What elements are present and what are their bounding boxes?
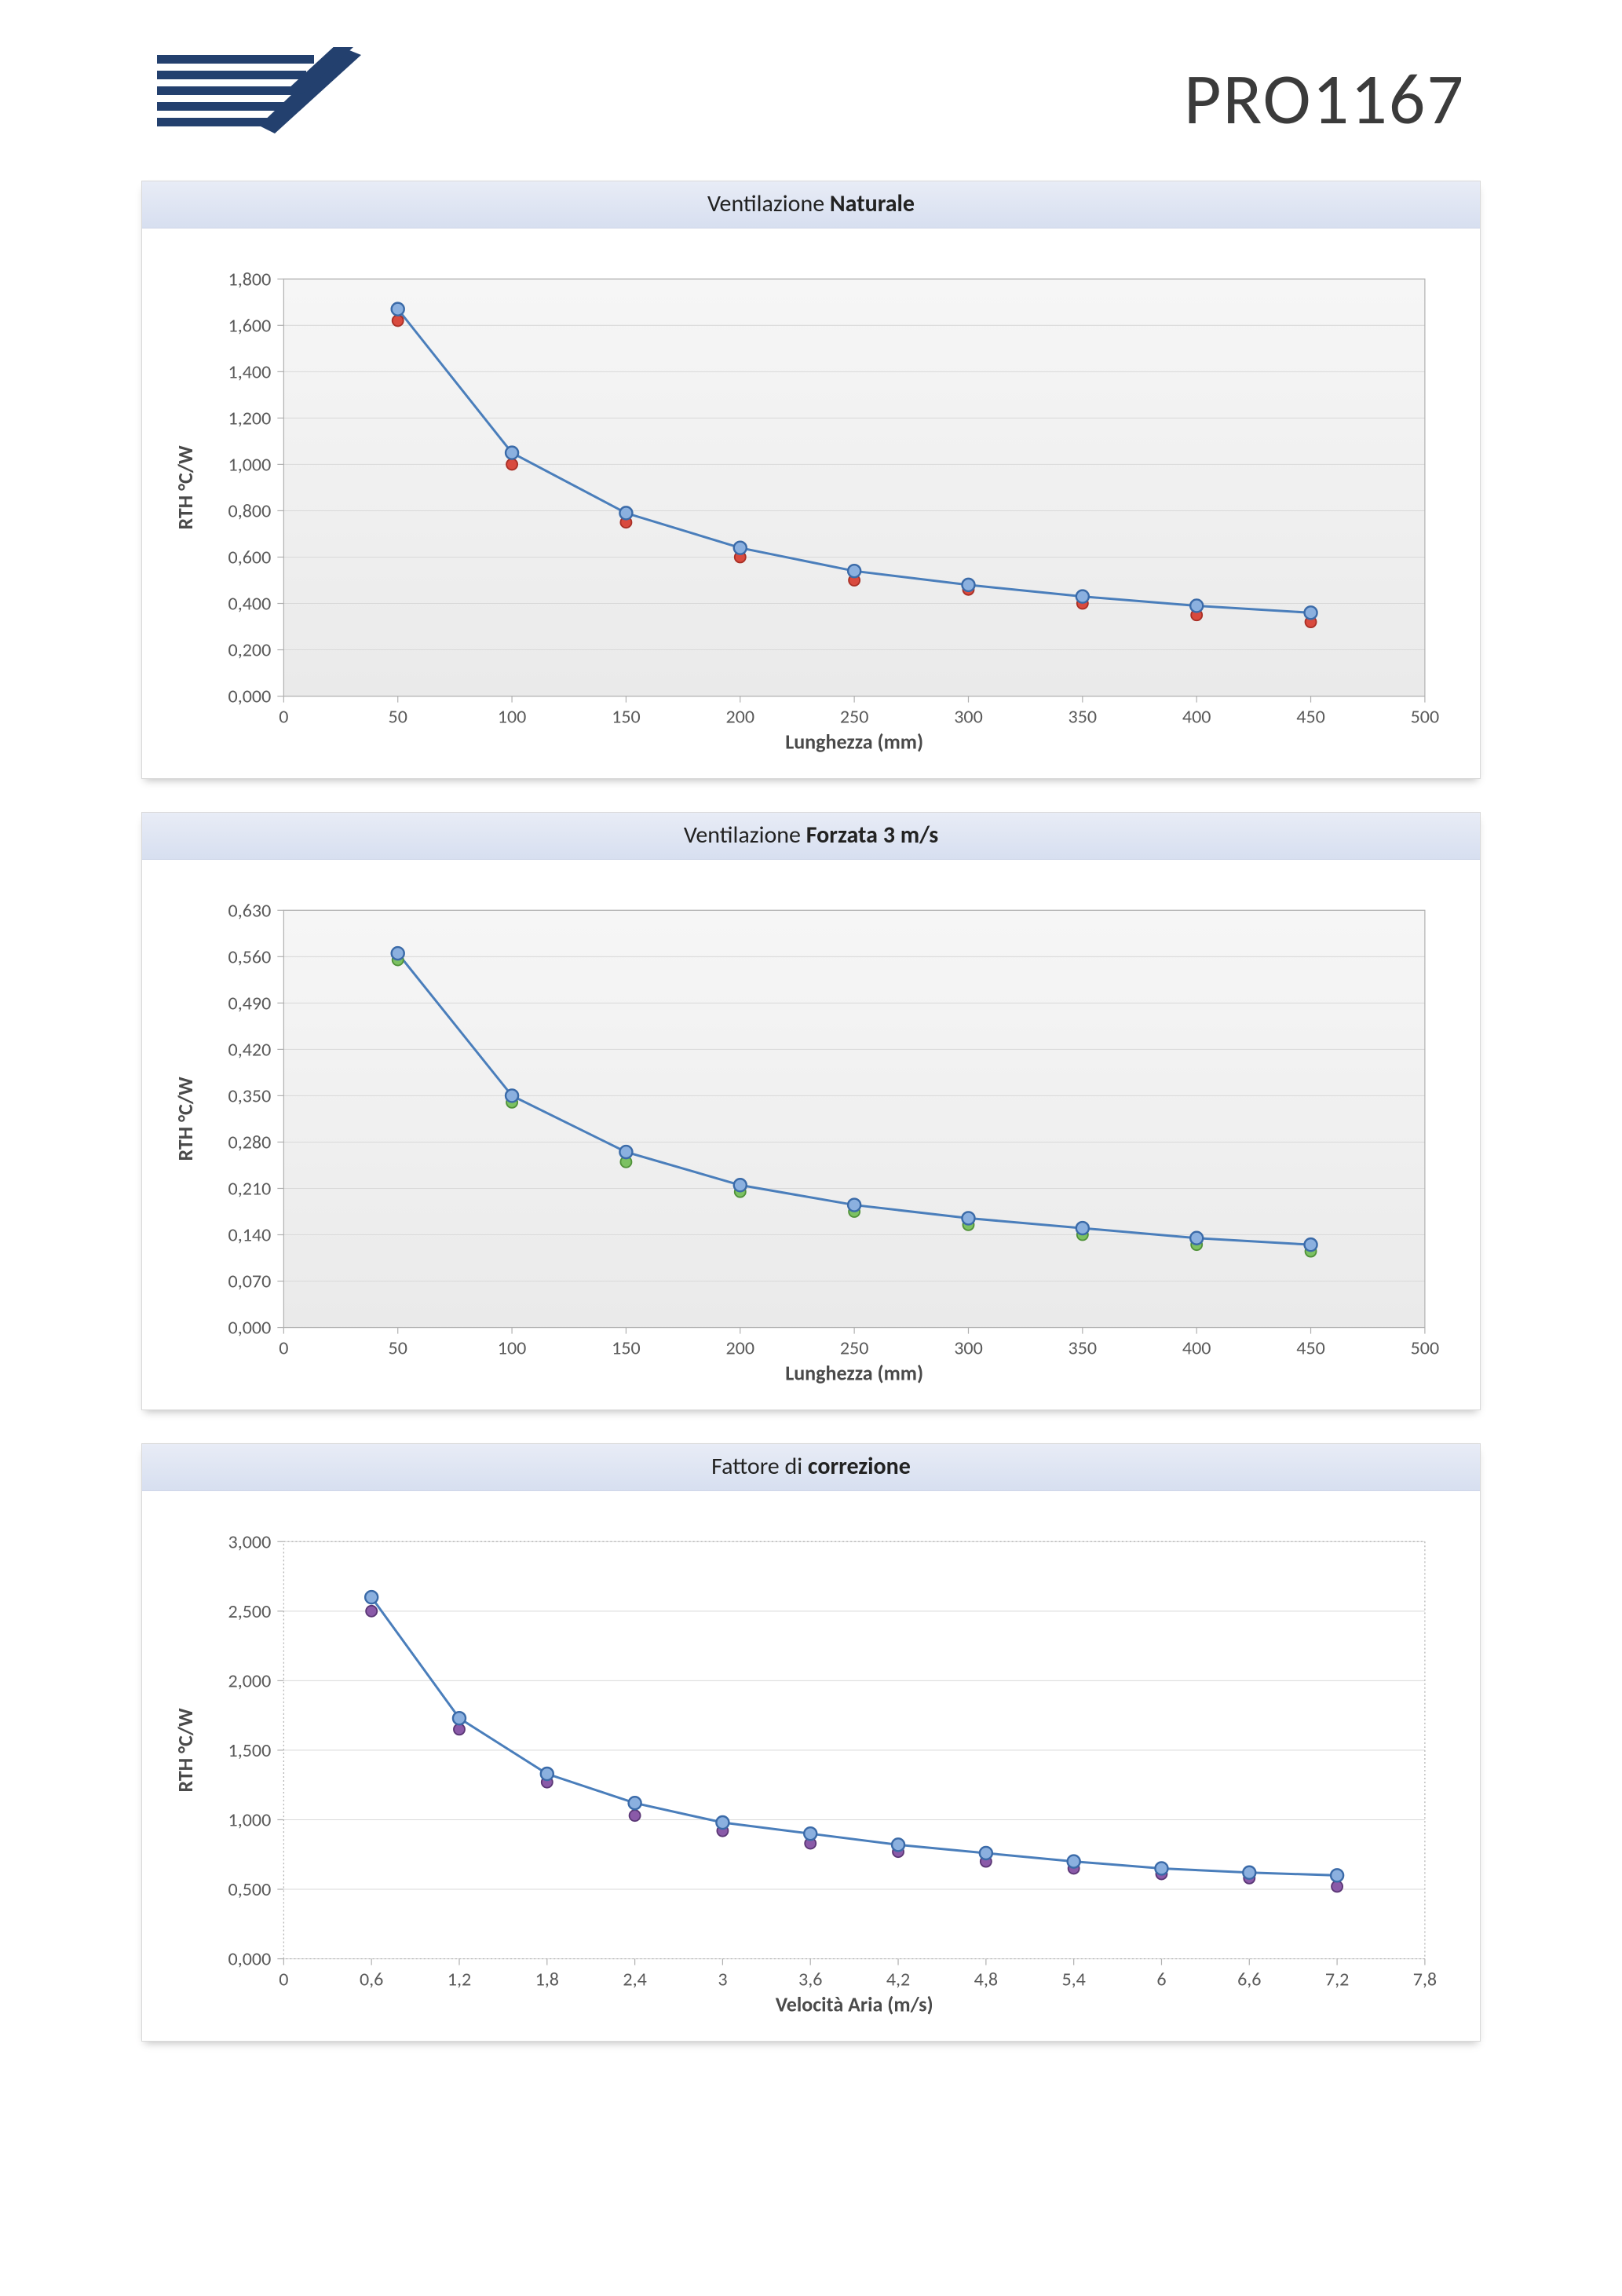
svg-text:RTH °C/W: RTH °C/W	[173, 1708, 198, 1793]
svg-text:2,4: 2,4	[623, 1969, 646, 1991]
svg-text:1,500: 1,500	[228, 1739, 272, 1762]
svg-text:400: 400	[1182, 706, 1211, 729]
svg-text:0,210: 0,210	[228, 1177, 272, 1200]
svg-text:4,8: 4,8	[974, 1969, 998, 1991]
svg-text:2,500: 2,500	[228, 1600, 272, 1623]
chart-svg: 0 0,6 1,2 1,8 2,4 3 3,6 4,2 4,8 5,4 6 6,6 7,2 7,8 0,00…	[166, 1515, 1456, 2033]
svg-text:450: 450	[1296, 706, 1325, 729]
svg-text:250: 250	[840, 1337, 869, 1360]
svg-text:1,800: 1,800	[228, 268, 272, 291]
chart-svg: 0 50 100 150 200 250 300 350 400 450 500 0,000 0,070…	[166, 883, 1456, 1402]
svg-text:450: 450	[1296, 1337, 1325, 1360]
svg-text:3,6: 3,6	[798, 1969, 822, 1991]
chart-area: TRE-S SRL DISSIPATORI DI CALORE SISTEMI …	[142, 860, 1480, 1409]
svg-text:5,4: 5,4	[1061, 1969, 1085, 1991]
svg-text:0,800: 0,800	[228, 499, 272, 522]
svg-text:0,600: 0,600	[228, 546, 272, 569]
page-title: PRO1167	[1184, 54, 1465, 143]
svg-text:350: 350	[1069, 1337, 1098, 1360]
svg-text:Lunghezza (mm): Lunghezza (mm)	[785, 729, 923, 755]
svg-text:6,6: 6,6	[1237, 1969, 1261, 1991]
svg-text:0,200: 0,200	[228, 639, 272, 662]
svg-text:1,200: 1,200	[228, 407, 272, 430]
svg-text:1,2: 1,2	[448, 1969, 471, 1991]
chart-area: TRE-S SRL DISSIPATORI DI CALORE SISTEMI …	[142, 1491, 1480, 2041]
svg-text:200: 200	[725, 706, 754, 729]
chart-panel: Fattore di correzione TRE-S SRL DISSIPAT…	[141, 1443, 1481, 2042]
svg-text:0,350: 0,350	[228, 1084, 272, 1107]
chart-area: TRE-S SRL DISSIPATORI DI CALORE SISTEMI …	[142, 229, 1480, 778]
svg-text:50: 50	[389, 706, 407, 729]
svg-text:350: 350	[1069, 706, 1098, 729]
svg-text:0,280: 0,280	[228, 1131, 272, 1153]
svg-text:0,490: 0,490	[228, 992, 272, 1015]
chart-title: Ventilazione Forzata 3 m/s	[142, 812, 1480, 860]
svg-text:500: 500	[1411, 706, 1440, 729]
svg-text:1,8: 1,8	[535, 1969, 559, 1991]
svg-text:7,2: 7,2	[1325, 1969, 1349, 1991]
svg-text:1,600: 1,600	[228, 314, 272, 337]
svg-text:0,420: 0,420	[228, 1038, 272, 1061]
svg-text:100: 100	[498, 1337, 527, 1360]
svg-text:0,630: 0,630	[228, 899, 272, 922]
svg-text:RTH °C/W: RTH °C/W	[173, 1077, 198, 1161]
svg-text:0,140: 0,140	[228, 1224, 272, 1247]
chart-title: Ventilazione Naturale	[142, 181, 1480, 229]
svg-text:0,560: 0,560	[228, 945, 272, 968]
svg-text:0,500: 0,500	[228, 1878, 272, 1901]
svg-text:3: 3	[718, 1969, 727, 1991]
svg-text:0,070: 0,070	[228, 1270, 272, 1293]
svg-text:6: 6	[1156, 1969, 1166, 1991]
svg-text:0,000: 0,000	[228, 1317, 272, 1340]
svg-text:400: 400	[1182, 1337, 1211, 1360]
page-header: PRO1167	[141, 47, 1481, 149]
svg-text:300: 300	[954, 1337, 983, 1360]
svg-text:300: 300	[954, 706, 983, 729]
svg-text:0: 0	[279, 706, 288, 729]
svg-text:0: 0	[279, 1969, 288, 1991]
chart-svg: 0 50 100 150 200 250 300 350 400 450 500 0,000 0,200…	[166, 252, 1456, 770]
svg-text:150: 150	[612, 1337, 641, 1360]
svg-text:0,6: 0,6	[360, 1969, 383, 1991]
svg-text:150: 150	[612, 706, 641, 729]
company-logo	[157, 47, 361, 149]
svg-text:0: 0	[279, 1337, 288, 1360]
svg-text:100: 100	[498, 706, 527, 729]
svg-text:250: 250	[840, 706, 869, 729]
svg-text:200: 200	[725, 1337, 754, 1360]
svg-text:7,8: 7,8	[1413, 1969, 1437, 1991]
svg-text:Lunghezza (mm): Lunghezza (mm)	[785, 1361, 923, 1386]
svg-text:1,400: 1,400	[228, 360, 272, 383]
svg-text:50: 50	[389, 1337, 407, 1360]
svg-text:0,000: 0,000	[228, 686, 272, 708]
chart-panel: Ventilazione Naturale TRE-S SRL DISSIPAT…	[141, 181, 1481, 779]
chart-panel: Ventilazione Forzata 3 m/s TRE-S SRL DIS…	[141, 812, 1481, 1410]
svg-text:1,000: 1,000	[228, 453, 272, 476]
svg-text:1,000: 1,000	[228, 1808, 272, 1831]
chart-title: Fattore di correzione	[142, 1443, 1480, 1491]
svg-text:4,2: 4,2	[886, 1969, 910, 1991]
svg-text:3,000: 3,000	[228, 1530, 272, 1553]
svg-text:0,400: 0,400	[228, 593, 272, 616]
svg-text:2,000: 2,000	[228, 1669, 272, 1692]
svg-text:Velocità Aria (m/s): Velocità Aria (m/s)	[776, 1992, 933, 2017]
svg-text:500: 500	[1411, 1337, 1440, 1360]
svg-text:RTH °C/W: RTH °C/W	[173, 445, 198, 530]
svg-text:0,000: 0,000	[228, 1948, 272, 1971]
